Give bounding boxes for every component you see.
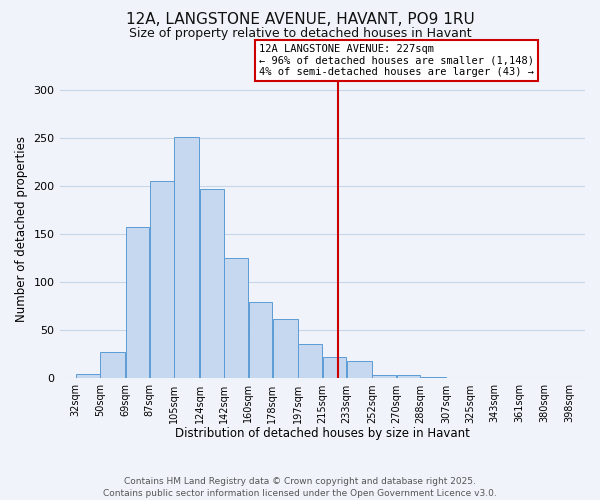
Bar [421,376,446,378]
Bar [273,319,298,378]
Text: Size of property relative to detached houses in Havant: Size of property relative to detached ho… [128,28,472,40]
Text: 12A, LANGSTONE AVENUE, HAVANT, PO9 1RU: 12A, LANGSTONE AVENUE, HAVANT, PO9 1RU [125,12,475,28]
Bar [100,352,125,378]
Bar [175,137,199,378]
Bar [347,361,372,378]
Bar [397,374,420,378]
Y-axis label: Number of detached properties: Number of detached properties [15,136,28,322]
Text: Contains public sector information licensed under the Open Government Licence v3: Contains public sector information licen… [103,489,497,498]
Text: Contains HM Land Registry data © Crown copyright and database right 2025.: Contains HM Land Registry data © Crown c… [124,478,476,486]
Bar [150,181,174,378]
Bar [373,374,396,378]
X-axis label: Distribution of detached houses by size in Havant: Distribution of detached houses by size … [175,427,470,440]
Bar [126,228,149,378]
Bar [248,302,272,378]
Bar [76,374,100,378]
Bar [298,344,322,378]
Bar [224,258,248,378]
Bar [323,358,346,378]
Text: 12A LANGSTONE AVENUE: 227sqm
← 96% of detached houses are smaller (1,148)
4% of : 12A LANGSTONE AVENUE: 227sqm ← 96% of de… [259,44,534,77]
Bar [200,189,224,378]
